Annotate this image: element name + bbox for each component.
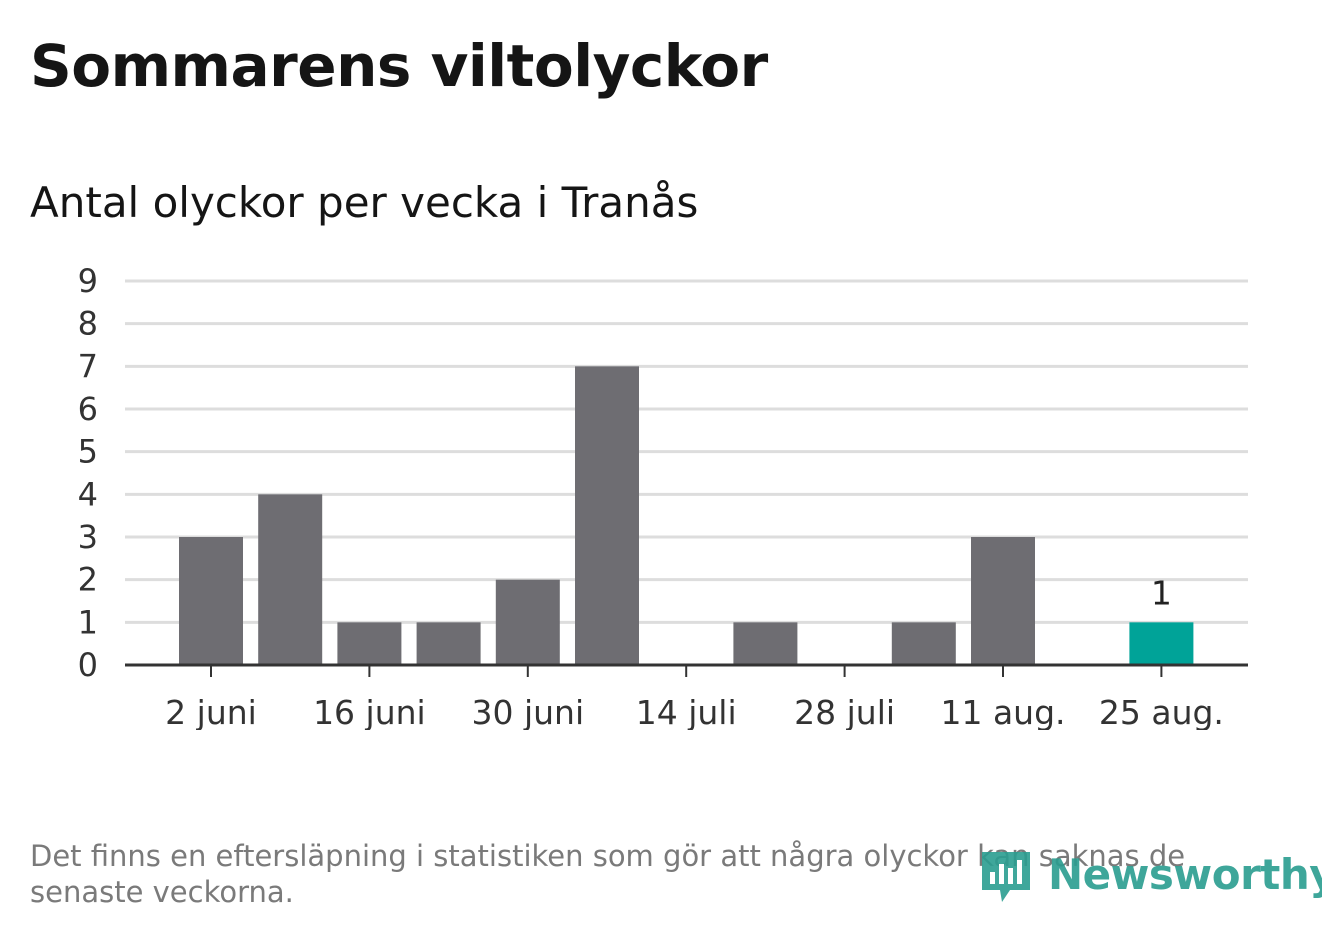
- bar-highlight: [1129, 622, 1194, 665]
- newsworthy-logo-icon: [982, 852, 1030, 902]
- bar: [575, 366, 639, 665]
- data-label: 1: [1151, 573, 1172, 612]
- y-tick-label: 6: [78, 390, 98, 428]
- x-tick-label: 2 juni: [165, 693, 257, 730]
- y-tick-label: 0: [78, 646, 98, 684]
- bar: [733, 622, 798, 665]
- bar-chart: 0 1 2 3 4 5 6 7 8 9 2 juni 16 juni 30 juni 14 juli 28 …: [78, 262, 1248, 730]
- bars: [179, 366, 1194, 665]
- x-tick-label: 16 juni: [313, 693, 426, 730]
- bar: [891, 622, 956, 665]
- y-tick-label: 2: [78, 561, 98, 599]
- y-tick-label: 3: [78, 518, 98, 556]
- labels: 0 1 2 3 4 5 6 7 8 9 2 juni 16 juni 30 juni 14 juli 28 …: [78, 262, 1224, 730]
- x-tick-label: 25 aug.: [1099, 693, 1224, 730]
- bar: [971, 537, 1035, 665]
- newsworthy-logo-text: Newsworthy: [1048, 850, 1322, 899]
- y-tick-label: 8: [78, 305, 98, 343]
- x-tick-label: 14 juli: [636, 693, 737, 730]
- x-tick-label: 11 aug.: [940, 693, 1065, 730]
- chart-subtitle: Antal olyckor per vecka i Tranås: [30, 178, 699, 227]
- x-tick-label: 28 juli: [794, 693, 895, 730]
- bar: [416, 622, 481, 665]
- y-tick-label: 5: [78, 433, 98, 471]
- x-axis: [125, 663, 1248, 677]
- y-tick-label: 4: [78, 475, 98, 513]
- y-tick-label: 9: [78, 262, 98, 300]
- bar: [179, 537, 243, 665]
- bar: [495, 579, 560, 665]
- chart-title: Sommarens viltolyckor: [30, 32, 768, 100]
- y-tick-label: 7: [78, 347, 98, 385]
- bar: [337, 622, 402, 665]
- x-tick-label: 30 juni: [471, 693, 584, 730]
- newsworthy-logo: Newsworthy: [978, 846, 1322, 910]
- y-tick-label: 1: [78, 603, 98, 641]
- bar: [258, 494, 323, 665]
